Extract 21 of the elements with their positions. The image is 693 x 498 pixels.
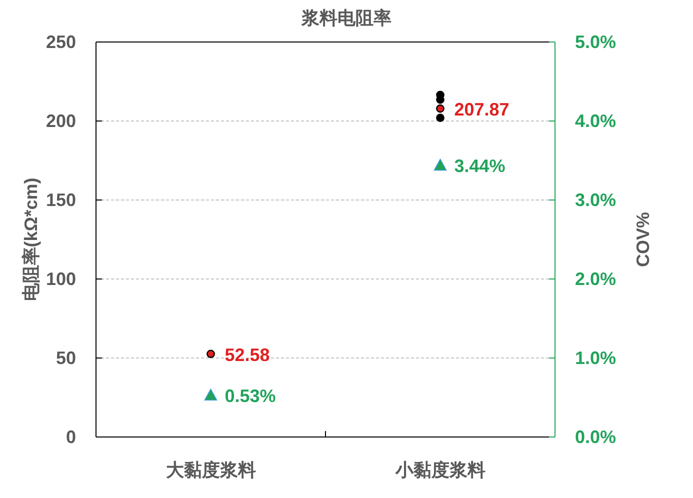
y-tick-label: 250	[46, 32, 76, 52]
y2-tick-label: 1.0%	[575, 348, 616, 368]
y-tick-label: 0	[66, 427, 76, 447]
x-tick-label: 大黏度浆料	[164, 460, 256, 480]
x-tick-label: 小黏度浆料	[394, 460, 486, 480]
data-label: 207.87	[454, 100, 510, 120]
y2-tick-label: 4.0%	[575, 111, 616, 131]
y-tick-label: 150	[46, 190, 76, 210]
y2-axis-title: COV%	[633, 212, 653, 268]
y-tick-label: 200	[46, 111, 76, 131]
y2-tick-label: 2.0%	[575, 269, 616, 289]
data-label: 52.58	[224, 344, 270, 365]
data-label: 0.53%	[224, 386, 276, 406]
chart-title: 浆料电阻率	[300, 8, 392, 28]
data-label: 3.44%	[454, 156, 506, 176]
y-axis-title: 电阻率(kΩ*cm)	[21, 178, 41, 302]
y-tick-label: 50	[56, 348, 76, 368]
y2-tick-label: 0.0%	[575, 427, 616, 447]
y-tick-label: 100	[46, 269, 76, 289]
y2-tick-label: 5.0%	[575, 32, 616, 52]
y2-tick-label: 3.0%	[575, 190, 616, 210]
